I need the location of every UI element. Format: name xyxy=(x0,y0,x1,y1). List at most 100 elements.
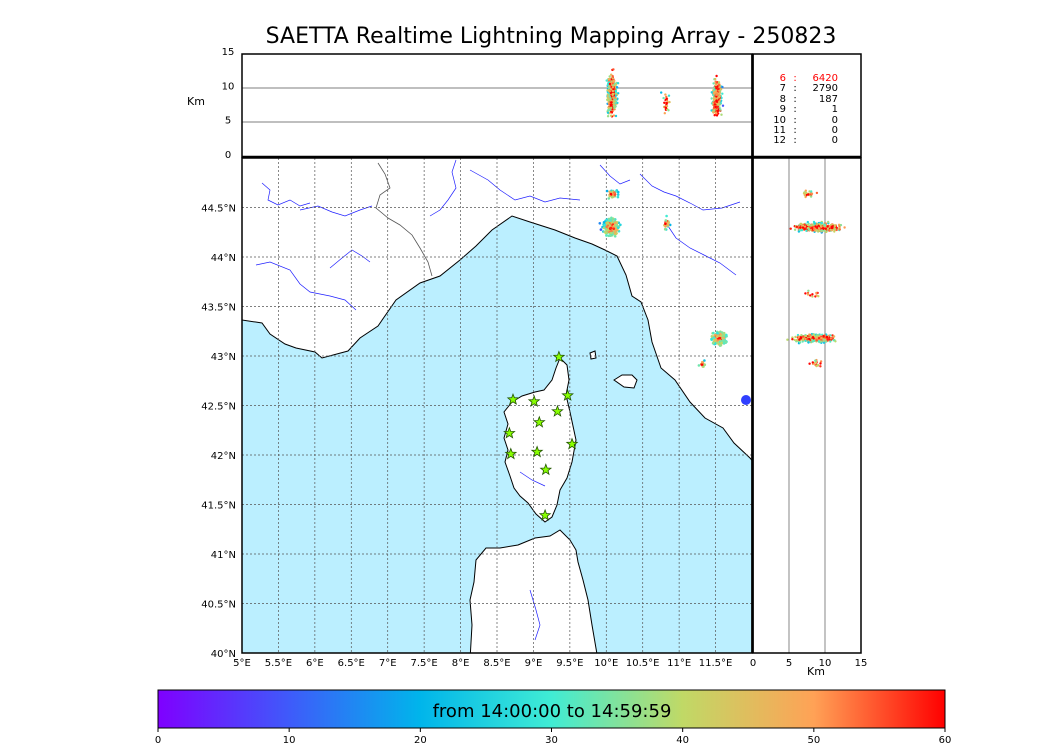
lightning-source xyxy=(823,223,825,225)
lightning-source xyxy=(615,115,617,117)
alt-lat-panel xyxy=(753,158,861,653)
lightning-source xyxy=(829,334,831,336)
lightning-source xyxy=(712,82,714,84)
lightning-source xyxy=(825,228,827,230)
stats-row: 7:2790 xyxy=(758,84,858,94)
lightning-source xyxy=(833,230,835,232)
lightning-source xyxy=(607,229,610,232)
map-y-tick: 43.5°N xyxy=(201,303,236,314)
lightning-source xyxy=(716,332,719,335)
lightning-source xyxy=(608,92,610,94)
lightning-source xyxy=(714,340,717,343)
lightning-source xyxy=(607,112,609,114)
lightning-source xyxy=(599,222,602,225)
lightning-source xyxy=(839,228,841,230)
lightning-source xyxy=(704,363,707,366)
lightning-source xyxy=(603,221,606,224)
map-y-tick-labels: 40°N40.5°N41°N41.5°N42°N42.5°N43°N43.5°N… xyxy=(201,204,236,661)
lightning-source xyxy=(612,77,614,79)
lightning-source xyxy=(818,227,820,229)
map-x-tick: 11.5°E xyxy=(699,658,733,669)
lightning-source xyxy=(815,365,817,367)
lightning-source xyxy=(798,229,800,231)
lightning-source xyxy=(713,88,715,90)
lightning-source xyxy=(701,361,704,364)
lightning-source xyxy=(610,193,613,196)
lightning-source xyxy=(612,84,614,86)
map-y-tick: 41.5°N xyxy=(201,501,236,512)
lightning-source xyxy=(826,338,828,340)
lightning-source xyxy=(665,219,668,222)
lon-alt-y-tick: 0 xyxy=(225,150,231,161)
lightning-source xyxy=(723,342,726,345)
lon-alt-ylabel: Km xyxy=(187,95,205,108)
map-x-tick: 11°E xyxy=(667,658,691,669)
lightning-source xyxy=(807,224,809,226)
lightning-source xyxy=(826,336,828,338)
lightning-source xyxy=(818,229,820,231)
lightning-source xyxy=(815,294,817,296)
lightning-source xyxy=(717,88,719,90)
lightning-source xyxy=(822,227,824,229)
lightning-source xyxy=(802,338,804,340)
lightning-source xyxy=(614,229,617,232)
lightning-source xyxy=(662,97,664,99)
lightning-source xyxy=(613,103,615,105)
lightning-source xyxy=(617,193,620,196)
lightning-source xyxy=(701,363,704,366)
colorbar-tick-label: 20 xyxy=(414,735,427,746)
lightning-source xyxy=(832,339,834,341)
lightning-source xyxy=(827,221,829,223)
lightning-source xyxy=(608,219,611,222)
lightning-source xyxy=(810,190,812,192)
lightning-source xyxy=(713,97,715,99)
lightning-source xyxy=(713,337,716,340)
lightning-source xyxy=(668,95,670,97)
map-x-tick: 5.5°E xyxy=(265,658,292,669)
lightning-source xyxy=(721,86,723,88)
lightning-source xyxy=(815,292,817,294)
map-x-tick: 8.5°E xyxy=(483,658,510,669)
lightning-source xyxy=(610,88,612,90)
colorbar-tick-labels: 0 10 20 30 40 50 60 xyxy=(155,728,952,746)
lightning-source xyxy=(720,334,723,337)
lightning-source xyxy=(829,340,831,342)
lightning-source xyxy=(607,235,610,238)
lightning-source xyxy=(807,290,809,292)
lightning-source xyxy=(667,109,669,111)
lon-alt-y-tick: 15 xyxy=(222,47,235,58)
lightning-source xyxy=(808,228,810,230)
lightning-source xyxy=(666,98,668,100)
lightning-source xyxy=(611,196,614,199)
lightning-source xyxy=(816,192,818,194)
lightning-source xyxy=(794,339,796,341)
lightning-source xyxy=(610,111,612,113)
lightning-source xyxy=(713,109,715,111)
lightning-source xyxy=(614,221,617,224)
capraia-island xyxy=(590,351,596,359)
lightning-source xyxy=(664,223,667,226)
lightning-source xyxy=(606,190,609,193)
colorbar-tick-label: 40 xyxy=(676,735,689,746)
lightning-source xyxy=(813,228,815,230)
lightning-source xyxy=(718,81,720,83)
lightning-source xyxy=(821,222,823,224)
lightning-source xyxy=(722,105,724,107)
lightning-source xyxy=(610,217,613,220)
lightning-source xyxy=(801,229,803,231)
map-y-tick: 42.5°N xyxy=(201,402,236,413)
colorbar-tick-label: 0 xyxy=(155,735,161,746)
lightning-source xyxy=(791,338,793,340)
lightning-source xyxy=(811,339,813,341)
lightning-source xyxy=(665,215,668,218)
lightning-source xyxy=(720,114,722,116)
lightning-source xyxy=(807,341,809,343)
lightning-source xyxy=(715,75,717,77)
lightning-source xyxy=(804,194,806,196)
map-x-tick: 6.5°E xyxy=(338,658,365,669)
lightning-source xyxy=(823,335,825,337)
lightning-source xyxy=(663,102,665,104)
lightning-source xyxy=(811,293,813,295)
lightning-source xyxy=(610,74,612,76)
